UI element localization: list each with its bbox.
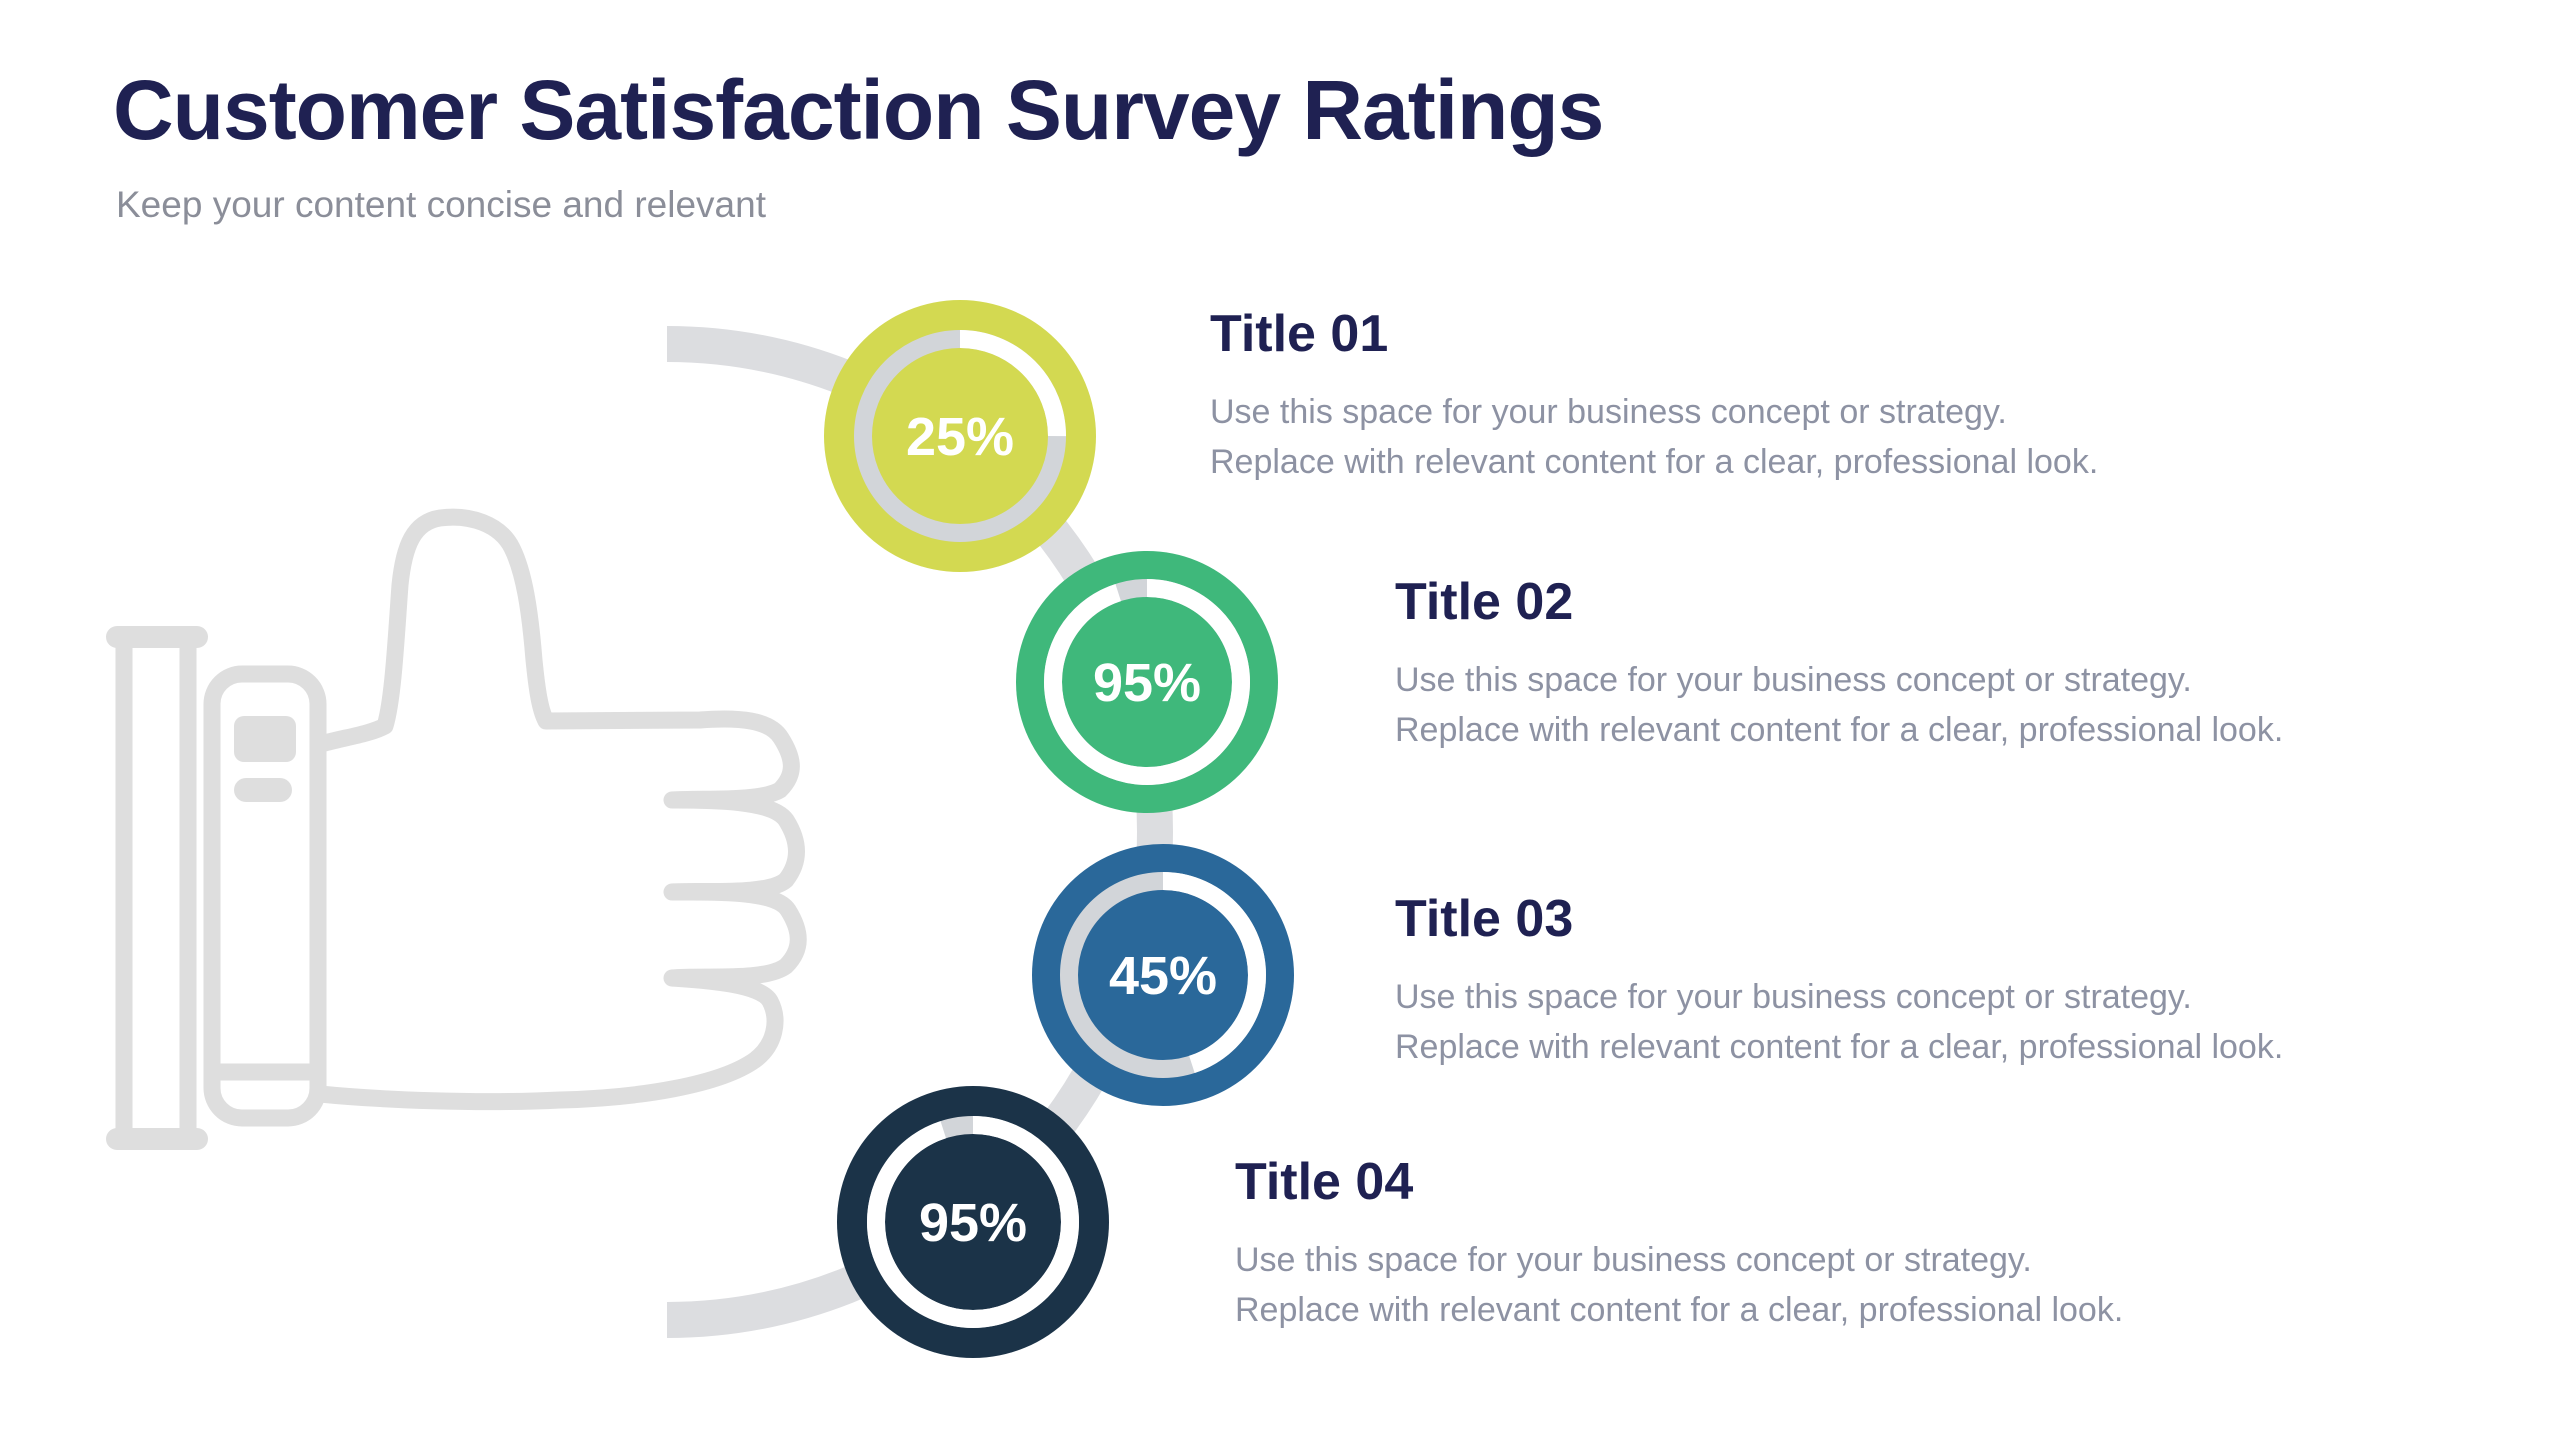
progress-badge-4: 95% bbox=[837, 1086, 1109, 1358]
progress-badge-2: 95% bbox=[1016, 551, 1278, 813]
badge-percent-label: 95% bbox=[1093, 653, 1201, 713]
badge-percent-label: 45% bbox=[1109, 946, 1217, 1006]
item-description-2: Use this space for your business concept… bbox=[1395, 661, 2284, 750]
progress-badge-1: 25% bbox=[824, 300, 1096, 572]
badge-percent-label: 25% bbox=[906, 407, 1014, 467]
item-description-1: Use this space for your business concept… bbox=[1210, 393, 2099, 482]
progress-badge-3: 45% bbox=[1032, 844, 1294, 1106]
item-description-3: Use this space for your business concept… bbox=[1395, 978, 2284, 1067]
item-title-3: Title 03 bbox=[1395, 890, 1574, 948]
item-title-2: Title 02 bbox=[1395, 573, 1574, 631]
badge-percent-label: 95% bbox=[919, 1193, 1027, 1253]
page-subtitle: Keep your content concise and relevant bbox=[116, 184, 766, 225]
item-title-1: Title 01 bbox=[1210, 305, 1389, 363]
item-title-4: Title 04 bbox=[1235, 1153, 1414, 1211]
page-title: Customer Satisfaction Survey Ratings bbox=[113, 63, 1604, 157]
thumbs-up-icon bbox=[106, 508, 807, 1150]
item-description-4: Use this space for your business concept… bbox=[1235, 1241, 2124, 1330]
